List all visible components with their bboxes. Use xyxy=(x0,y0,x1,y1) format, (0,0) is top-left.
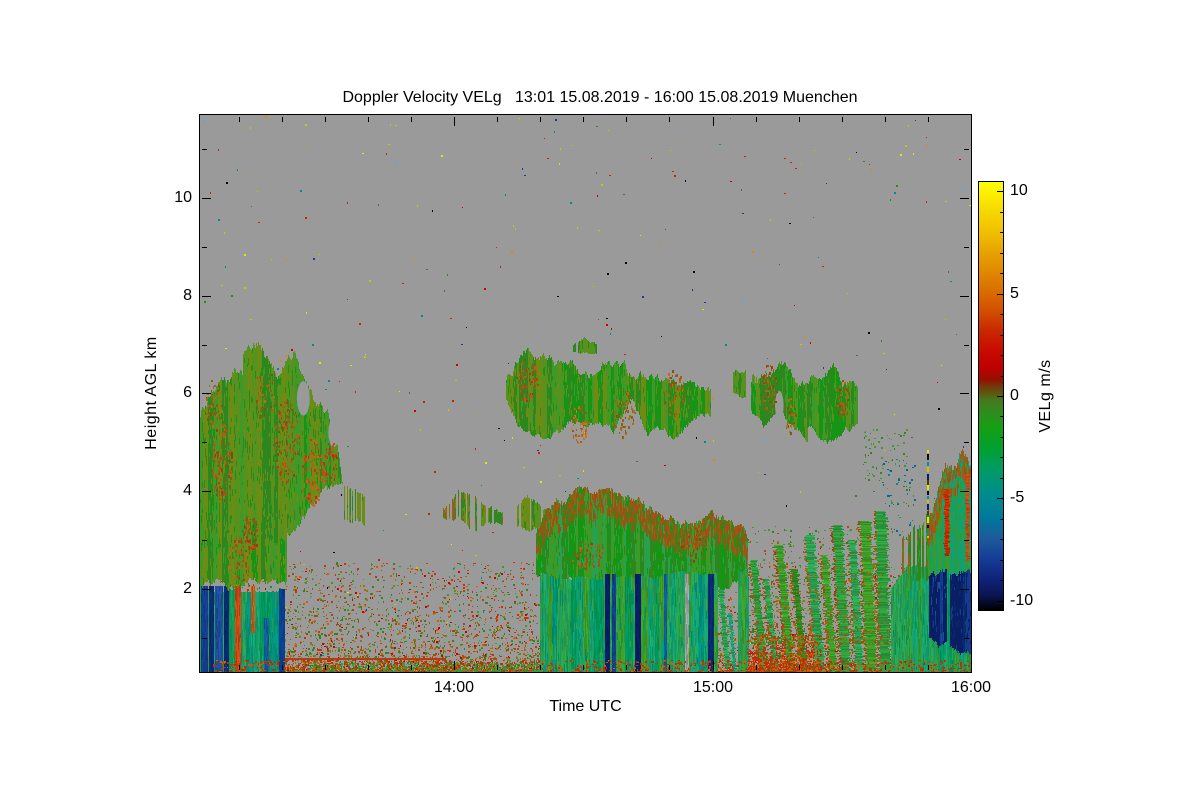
x-minor-tick xyxy=(842,665,843,670)
x-minor-tick xyxy=(583,665,584,670)
x-major-tick xyxy=(454,661,455,670)
x-minor-tick xyxy=(669,117,670,122)
y-minor-tick xyxy=(964,442,969,443)
colorbar-minor-tick xyxy=(1000,580,1003,581)
colorbar-minor-tick xyxy=(1000,457,1003,458)
x-axis-label: Time UTC xyxy=(549,698,622,715)
x-minor-tick xyxy=(325,117,326,122)
y-tick-label: 10 xyxy=(174,189,192,206)
y-tick-label: 8 xyxy=(183,287,192,304)
x-minor-tick xyxy=(799,117,800,122)
y-minor-tick xyxy=(964,149,969,150)
y-minor-tick xyxy=(202,345,207,346)
colorbar-minor-tick xyxy=(1000,539,1003,540)
x-minor-tick xyxy=(799,665,800,670)
y-tick-label: 4 xyxy=(183,482,192,499)
colorbar-tick-label: -5 xyxy=(1010,489,1025,506)
colorbar-major-tick xyxy=(997,294,1003,295)
y-major-tick xyxy=(960,589,969,590)
x-major-tick xyxy=(713,117,714,126)
x-minor-tick xyxy=(411,665,412,670)
y-major-tick xyxy=(960,296,969,297)
y-minor-tick xyxy=(202,247,207,248)
colorbar-minor-tick xyxy=(1000,232,1003,233)
y-major-tick xyxy=(202,198,211,199)
x-minor-tick xyxy=(540,665,541,670)
y-tick-label: 6 xyxy=(183,384,192,401)
x-minor-tick xyxy=(497,117,498,122)
y-minor-tick xyxy=(964,247,969,248)
colorbar-minor-tick xyxy=(1000,355,1003,356)
x-tick-label: 15:00 xyxy=(692,679,734,696)
x-major-tick xyxy=(713,661,714,670)
x-tick-label: 14:00 xyxy=(433,679,475,696)
x-minor-tick xyxy=(540,117,541,122)
x-minor-tick xyxy=(669,665,670,670)
x-minor-tick xyxy=(368,665,369,670)
y-major-tick xyxy=(202,296,211,297)
colorbar-tick-label: 5 xyxy=(1010,285,1019,302)
colorbar-minor-tick xyxy=(1000,273,1003,274)
x-minor-tick xyxy=(885,117,886,122)
x-minor-tick xyxy=(282,117,283,122)
colorbar-minor-tick xyxy=(1000,335,1003,336)
y-minor-tick xyxy=(964,540,969,541)
x-major-tick xyxy=(971,661,972,670)
x-minor-tick xyxy=(842,117,843,122)
x-minor-tick xyxy=(885,665,886,670)
heatmap-canvas xyxy=(200,115,971,672)
y-major-tick xyxy=(960,393,969,394)
colorbar-minor-tick xyxy=(1000,376,1003,377)
colorbar-major-tick xyxy=(997,396,1003,397)
y-minor-tick xyxy=(202,442,207,443)
chart-title: Doppler Velocity VELg 13:01 15.08.2019 -… xyxy=(342,89,858,106)
x-minor-tick xyxy=(282,665,283,670)
y-major-tick xyxy=(960,491,969,492)
y-minor-tick xyxy=(202,540,207,541)
x-minor-tick xyxy=(756,117,757,122)
colorbar-minor-tick xyxy=(1000,560,1003,561)
x-major-tick xyxy=(971,117,972,126)
x-minor-tick xyxy=(626,665,627,670)
colorbar-major-tick xyxy=(997,191,1003,192)
colorbar-label: VELg m/s xyxy=(1037,359,1054,433)
x-minor-tick xyxy=(583,117,584,122)
colorbar-minor-tick xyxy=(1000,314,1003,315)
colorbar-major-tick xyxy=(997,498,1003,499)
y-tick-label: 2 xyxy=(183,580,192,597)
x-tick-label: 16:00 xyxy=(950,679,992,696)
x-minor-tick xyxy=(411,117,412,122)
x-minor-tick xyxy=(756,665,757,670)
colorbar-tick-label: 10 xyxy=(1010,182,1028,199)
y-major-tick xyxy=(202,589,211,590)
colorbar-minor-tick xyxy=(1000,437,1003,438)
x-minor-tick xyxy=(928,117,929,122)
x-minor-tick xyxy=(368,117,369,122)
x-minor-tick xyxy=(239,665,240,670)
y-major-tick xyxy=(202,393,211,394)
y-minor-tick xyxy=(202,149,207,150)
x-minor-tick xyxy=(325,665,326,670)
colorbar-minor-tick xyxy=(1000,519,1003,520)
y-minor-tick xyxy=(202,638,207,639)
colorbar-minor-tick xyxy=(1000,253,1003,254)
x-minor-tick xyxy=(497,665,498,670)
colorbar-tick-label: -10 xyxy=(1010,592,1034,609)
x-minor-tick xyxy=(239,117,240,122)
colorbar-minor-tick xyxy=(1000,478,1003,479)
colorbar-major-tick xyxy=(997,601,1003,602)
y-major-tick xyxy=(960,198,969,199)
colorbar-minor-tick xyxy=(1000,416,1003,417)
y-minor-tick xyxy=(964,638,969,639)
x-major-tick xyxy=(454,117,455,126)
y-major-tick xyxy=(202,491,211,492)
x-minor-tick xyxy=(626,117,627,122)
x-minor-tick xyxy=(928,665,929,670)
colorbar-tick-label: 0 xyxy=(1010,387,1019,404)
y-minor-tick xyxy=(964,345,969,346)
colorbar-minor-tick xyxy=(1000,212,1003,213)
